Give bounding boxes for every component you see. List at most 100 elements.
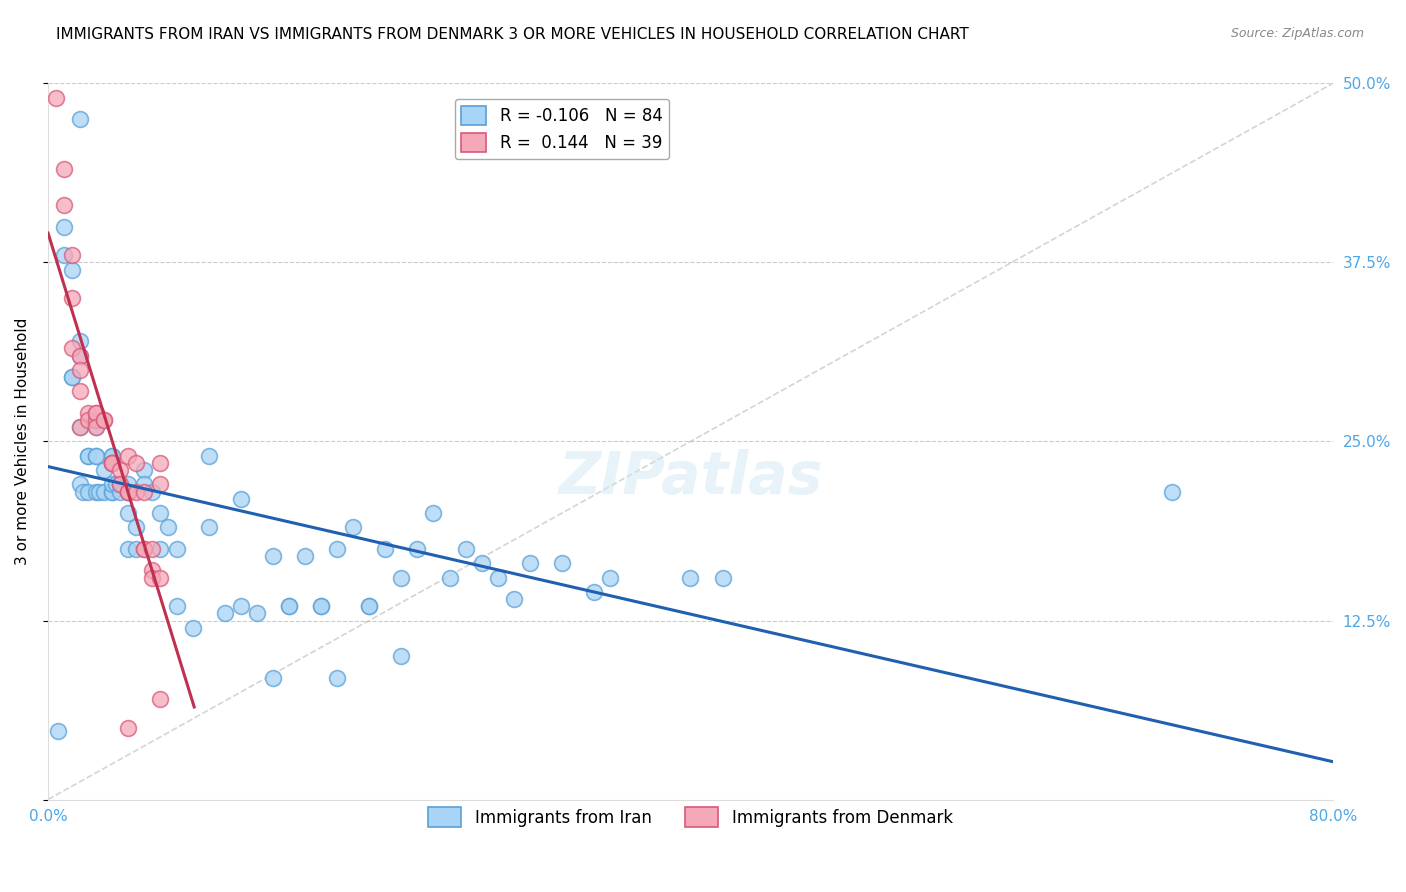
Point <box>326 671 349 685</box>
Text: IMMIGRANTS FROM IRAN VS IMMIGRANTS FROM DENMARK 3 OR MORE VEHICLES IN HOUSEHOLD : IMMIGRANTS FROM IRAN VS IMMIGRANTS FROM … <box>56 27 969 42</box>
Point <box>117 484 139 499</box>
Point <box>149 456 172 470</box>
Point <box>326 541 349 556</box>
Point <box>214 607 236 621</box>
Point <box>84 420 107 434</box>
Point <box>84 449 107 463</box>
Point <box>45 91 67 105</box>
Point <box>502 592 524 607</box>
Point <box>374 541 396 556</box>
Point <box>486 570 509 584</box>
Point <box>359 599 381 614</box>
Point <box>77 484 100 499</box>
Point <box>439 570 461 584</box>
Point <box>110 463 132 477</box>
Point <box>599 570 621 584</box>
Point <box>69 384 91 399</box>
Point <box>93 484 115 499</box>
Point <box>117 477 139 491</box>
Point <box>246 607 269 621</box>
Point <box>1161 484 1184 499</box>
Point <box>101 456 124 470</box>
Point <box>69 112 91 127</box>
Point <box>84 449 107 463</box>
Point <box>166 599 188 614</box>
Point <box>422 506 444 520</box>
Point <box>117 484 139 499</box>
Point <box>84 413 107 427</box>
Point <box>141 563 163 577</box>
Point <box>149 570 172 584</box>
Point <box>101 484 124 499</box>
Point <box>125 484 148 499</box>
Point <box>84 413 107 427</box>
Point <box>101 449 124 463</box>
Point <box>60 342 83 356</box>
Point <box>134 484 156 499</box>
Point <box>359 599 381 614</box>
Point <box>166 541 188 556</box>
Point <box>197 520 219 534</box>
Point <box>110 477 132 491</box>
Point <box>77 406 100 420</box>
Point <box>278 599 301 614</box>
Point <box>551 556 574 570</box>
Point <box>104 477 127 491</box>
Point <box>519 556 541 570</box>
Point <box>60 291 83 305</box>
Point <box>294 549 316 563</box>
Point <box>583 585 606 599</box>
Point <box>149 477 172 491</box>
Point <box>389 570 412 584</box>
Point <box>101 449 124 463</box>
Point <box>53 248 76 262</box>
Point <box>229 599 252 614</box>
Point <box>84 420 107 434</box>
Point <box>406 541 429 556</box>
Point <box>197 449 219 463</box>
Point <box>84 413 107 427</box>
Point <box>141 484 163 499</box>
Point <box>134 541 156 556</box>
Point <box>72 484 94 499</box>
Text: ZIPatlas: ZIPatlas <box>558 449 823 506</box>
Point <box>141 570 163 584</box>
Point <box>69 363 91 377</box>
Point <box>53 198 76 212</box>
Point <box>117 541 139 556</box>
Point <box>262 549 284 563</box>
Point <box>125 541 148 556</box>
Point <box>69 420 91 434</box>
Point <box>53 219 76 234</box>
Point <box>84 406 107 420</box>
Point <box>389 649 412 664</box>
Point <box>101 477 124 491</box>
Point <box>77 449 100 463</box>
Point <box>149 541 172 556</box>
Point <box>69 477 91 491</box>
Point <box>134 541 156 556</box>
Point <box>93 413 115 427</box>
Point <box>77 413 100 427</box>
Point <box>117 721 139 735</box>
Point <box>101 456 124 470</box>
Point <box>69 334 91 349</box>
Point <box>60 370 83 384</box>
Point <box>46 723 69 738</box>
Point <box>117 484 139 499</box>
Y-axis label: 3 or more Vehicles in Household: 3 or more Vehicles in Household <box>15 318 30 566</box>
Legend: Immigrants from Iran, Immigrants from Denmark: Immigrants from Iran, Immigrants from De… <box>422 800 959 834</box>
Point <box>93 463 115 477</box>
Point <box>125 520 148 534</box>
Point <box>60 262 83 277</box>
Point <box>309 599 332 614</box>
Point <box>141 541 163 556</box>
Point <box>149 692 172 706</box>
Point <box>69 349 91 363</box>
Point <box>101 456 124 470</box>
Point <box>69 349 91 363</box>
Point <box>309 599 332 614</box>
Point <box>84 406 107 420</box>
Point <box>117 449 139 463</box>
Point <box>125 456 148 470</box>
